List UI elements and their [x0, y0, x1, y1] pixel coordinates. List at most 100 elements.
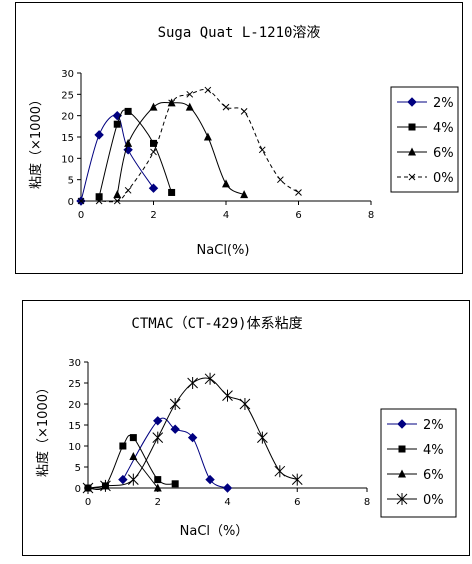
x-tick-label: 2 — [155, 497, 161, 508]
data-point — [148, 183, 159, 193]
data-point — [169, 398, 181, 410]
data-point — [277, 176, 284, 184]
legend-marker — [407, 97, 417, 107]
data-point — [129, 434, 137, 442]
data-point — [240, 190, 249, 199]
x-axis-label: NaCl（%） — [180, 524, 249, 539]
data-point — [95, 193, 103, 201]
data-point — [274, 465, 286, 478]
x-tick-label: 6 — [294, 497, 300, 508]
data-point — [119, 442, 127, 450]
legend-entry: 4% — [397, 121, 454, 136]
legend-marker — [396, 493, 408, 505]
data-point — [153, 416, 163, 426]
y-tick-label: 5 — [75, 463, 81, 474]
x-tick-label: 8 — [364, 497, 370, 508]
legend-box — [380, 408, 457, 518]
data-point — [204, 86, 212, 94]
chart-panel-2: CTMAC（CT-429)体系粘度 0 5 10 15 20 25 30 0 2 4 6 8 NaCl（%… — [22, 300, 470, 556]
data-point — [149, 102, 158, 111]
legend-entry: 4% — [387, 443, 444, 458]
legend-label: 6% — [423, 468, 444, 483]
chart-panel-1: Suga Quat L-1210溶液 0 5 10 15 20 25 30 0 2 4 6 8 NaCl(… — [15, 2, 463, 274]
data-point — [124, 186, 132, 194]
series-0pct — [82, 372, 303, 494]
x-tick-label: 0 — [78, 210, 84, 221]
y-tick-label: 0 — [68, 197, 74, 208]
chart-1-svg: Suga Quat L-1210溶液 0 5 10 15 20 25 30 0 2 4 6 8 NaCl(… — [28, 25, 459, 258]
data-point — [186, 90, 194, 98]
y-tick-label: 20 — [61, 112, 74, 123]
chart-2-svg: CTMAC（CT-429)体系粘度 0 5 10 15 20 25 30 0 2 4 6 8 NaCl（%… — [35, 316, 457, 539]
y-tick-label: 30 — [68, 358, 81, 369]
data-point — [222, 103, 230, 111]
data-point — [185, 102, 194, 111]
data-point — [150, 148, 157, 156]
legend-label: 6% — [433, 146, 454, 161]
legend-marker — [398, 445, 406, 453]
data-point — [222, 483, 233, 493]
series-line — [116, 101, 245, 196]
legend-label: 4% — [433, 121, 454, 136]
legend-marker — [398, 469, 406, 478]
data-point — [239, 398, 251, 410]
data-point — [113, 190, 122, 199]
legend-entry: 0% — [397, 171, 454, 186]
legend-marker — [408, 147, 416, 156]
x-tick-label: 2 — [150, 210, 156, 221]
y-tick-label: 15 — [68, 421, 81, 432]
legend-entry: 6% — [397, 146, 454, 161]
data-point — [82, 482, 94, 494]
data-point — [204, 372, 216, 385]
data-point — [203, 132, 212, 141]
y-tick-label: 25 — [68, 379, 81, 390]
y-tick-label: 5 — [68, 176, 74, 187]
series-2pct — [118, 416, 233, 493]
legend-entry: 0% — [387, 493, 444, 508]
data-point — [94, 130, 104, 140]
data-point — [95, 197, 103, 205]
y-axis-label: 粘度（×1000） — [28, 93, 44, 189]
data-point — [153, 483, 162, 492]
data-point — [168, 188, 176, 196]
data-point — [168, 99, 175, 107]
series-line — [80, 114, 154, 202]
legend-entry: 6% — [387, 468, 444, 483]
x-axis-label: NaCl(%) — [197, 243, 250, 258]
data-point — [152, 431, 164, 444]
legend-box — [390, 86, 459, 193]
y-tick-label: 25 — [61, 90, 74, 101]
data-point — [129, 452, 138, 460]
x-tick-label: 0 — [85, 497, 91, 508]
x-tick-label: 4 — [224, 497, 230, 508]
legend-label: 2% — [433, 96, 454, 111]
x-tick-label: 4 — [223, 210, 229, 221]
y-tick-label: 10 — [61, 154, 74, 165]
series-line — [98, 109, 173, 197]
legend-marker — [397, 419, 407, 429]
data-point — [257, 431, 268, 444]
y-tick-label: 10 — [68, 442, 81, 453]
data-point — [154, 476, 162, 484]
legend-label: 4% — [423, 443, 444, 458]
data-point — [77, 197, 85, 205]
legend-label: 0% — [423, 493, 444, 508]
series-6pct — [129, 452, 162, 492]
data-point — [170, 424, 180, 434]
data-point — [100, 479, 111, 492]
data-point — [171, 480, 179, 488]
series-0pct — [77, 86, 302, 205]
y-tick-label: 0 — [75, 484, 81, 495]
x-tick-label: 8 — [368, 210, 374, 221]
y-tick-label: 15 — [61, 133, 74, 144]
y-axis-label: 粘度（×1000） — [35, 381, 51, 477]
data-point — [113, 120, 121, 128]
legend-label: 0% — [433, 171, 454, 186]
data-point — [205, 474, 215, 485]
legend-marker — [408, 123, 416, 131]
series-4pct — [95, 107, 176, 201]
data-point — [118, 474, 128, 485]
data-point — [124, 138, 133, 147]
y-tick-label: 20 — [68, 400, 81, 411]
data-point — [113, 197, 121, 205]
